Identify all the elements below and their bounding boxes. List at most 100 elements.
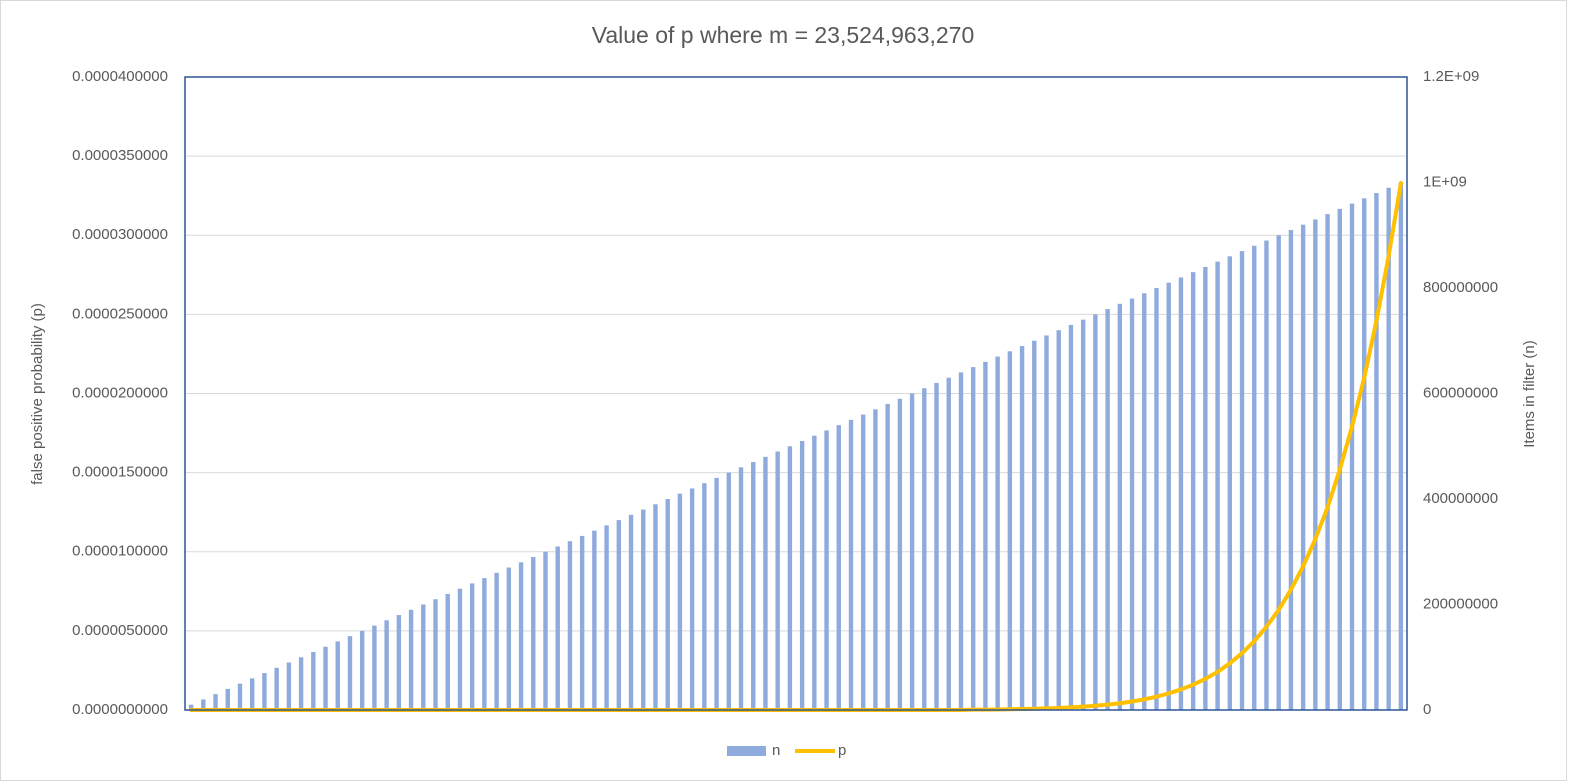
bar <box>726 472 731 710</box>
bar <box>396 615 402 710</box>
y-tick-label: 0.0000050000 <box>72 622 168 639</box>
bar <box>848 419 854 710</box>
bar <box>1264 240 1269 710</box>
bar <box>237 683 243 710</box>
bar <box>812 435 817 710</box>
bar <box>665 499 670 710</box>
bar <box>1142 293 1147 710</box>
bar <box>861 414 866 710</box>
y2-tick-label: 400000000 <box>1423 490 1498 507</box>
bar <box>689 488 695 710</box>
bar <box>555 546 560 710</box>
bar <box>201 699 206 710</box>
bar <box>1117 303 1123 710</box>
bar <box>543 551 548 710</box>
bar <box>1154 288 1159 710</box>
bar <box>946 377 951 710</box>
bar <box>506 567 512 710</box>
y-axis-title: false positive probability (p) <box>29 303 46 485</box>
bar <box>1300 224 1306 710</box>
bar <box>1252 245 1257 711</box>
y-tick-label: 0.0000250000 <box>72 305 168 322</box>
bar <box>445 593 450 710</box>
bar <box>592 530 597 710</box>
bar <box>702 483 707 710</box>
bar <box>1032 340 1037 710</box>
legend-label: n <box>772 742 780 759</box>
bar <box>298 657 304 710</box>
bar <box>1019 346 1025 710</box>
bar <box>909 393 915 710</box>
bar <box>604 525 609 710</box>
bar <box>494 572 499 710</box>
bar <box>262 673 267 710</box>
y2-tick-label: 200000000 <box>1423 595 1498 612</box>
bar <box>531 557 536 710</box>
bar <box>885 404 890 710</box>
bar <box>188 704 194 710</box>
bar <box>922 388 927 710</box>
y-tick-label: 0.0000300000 <box>72 226 168 243</box>
bar <box>1068 324 1074 710</box>
y-tick-label: 0.0000200000 <box>72 384 168 401</box>
bar <box>323 646 328 710</box>
bar <box>1337 208 1342 710</box>
bar <box>1203 266 1208 710</box>
bar <box>677 493 683 710</box>
bar <box>1007 351 1013 710</box>
bar <box>641 509 646 710</box>
bar <box>958 372 964 710</box>
bar <box>1178 277 1184 710</box>
legend-swatch <box>727 746 766 756</box>
bar <box>1227 256 1233 710</box>
bar <box>1105 309 1110 710</box>
y2-axis-title: Items in filter (n) <box>1521 340 1538 448</box>
bar <box>286 662 292 710</box>
bar <box>1239 251 1245 710</box>
bar <box>995 356 1000 710</box>
bar <box>469 583 475 710</box>
bar <box>433 599 438 710</box>
bar <box>1288 229 1294 710</box>
bar <box>873 409 878 710</box>
bar <box>738 467 744 710</box>
bar <box>1190 272 1196 710</box>
bar <box>824 430 829 710</box>
bar <box>518 562 524 710</box>
bar <box>335 641 340 710</box>
bar <box>359 630 365 710</box>
bar <box>787 446 793 710</box>
y2-tick-label: 800000000 <box>1423 279 1498 296</box>
bar <box>775 451 780 710</box>
bar <box>983 361 988 710</box>
bar <box>897 398 903 710</box>
y-tick-label: 0.0000400000 <box>72 68 168 85</box>
bar <box>372 625 377 710</box>
bar <box>347 636 353 710</box>
bar <box>1386 187 1391 710</box>
bar <box>384 620 389 710</box>
bar <box>1080 319 1086 710</box>
bar <box>1398 182 1404 710</box>
y-tick-label: 0.0000350000 <box>72 147 168 164</box>
bar <box>1313 219 1318 711</box>
bar <box>408 609 414 710</box>
bar <box>1129 298 1135 710</box>
y2-tick-label: 600000000 <box>1423 384 1498 401</box>
bar <box>653 504 658 710</box>
bar <box>579 535 585 710</box>
bar <box>751 462 756 710</box>
bar <box>567 541 573 710</box>
bar <box>1044 335 1049 710</box>
bar <box>482 578 487 710</box>
bar <box>457 588 463 710</box>
plot-marks <box>188 181 1404 712</box>
bar <box>628 514 634 710</box>
y2-tick-label: 1.2E+09 <box>1423 68 1479 85</box>
bar <box>421 604 426 710</box>
y-tick-label: 0.0000150000 <box>72 464 168 481</box>
